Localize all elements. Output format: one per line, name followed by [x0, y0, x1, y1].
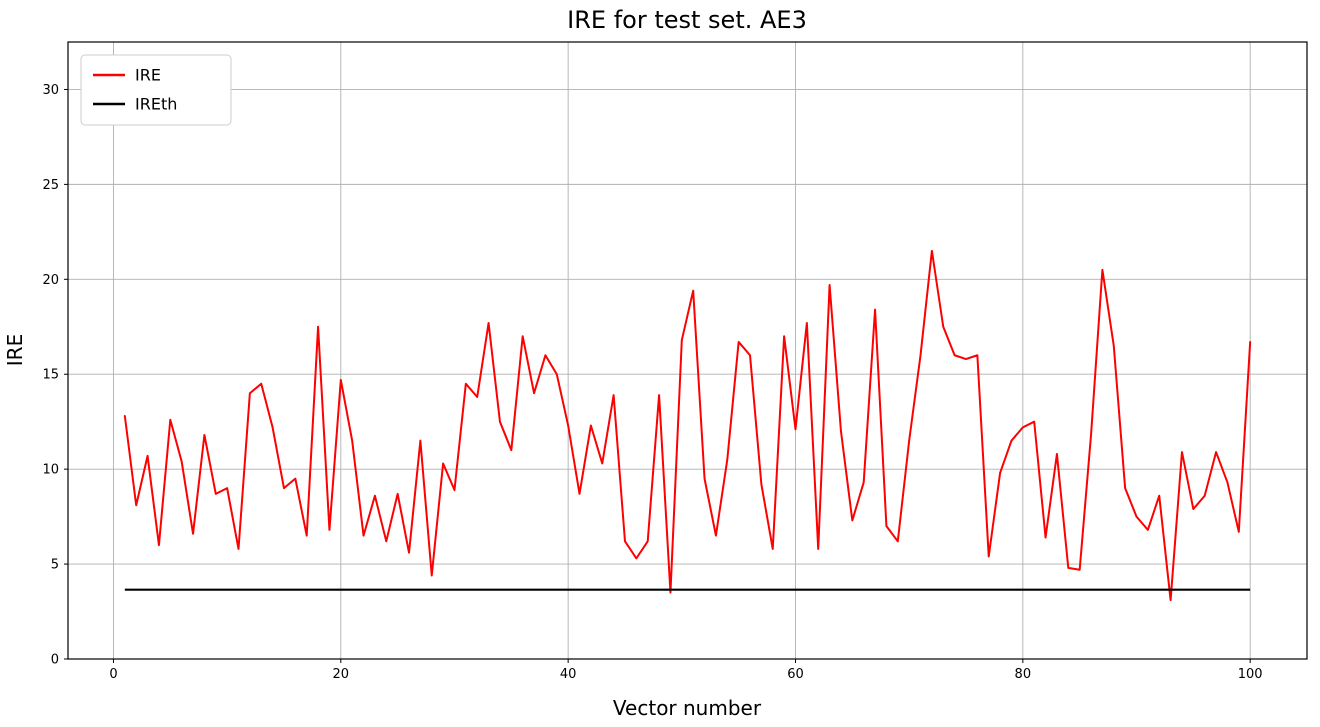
- chart-title: IRE for test set. AE3: [567, 6, 807, 34]
- x-tick-label: 0: [109, 667, 117, 682]
- y-tick-label: 30: [42, 83, 59, 98]
- axes-layer: 0 20 40 60 80 100 0 5 10 15 20 25 30: [42, 41, 1308, 682]
- y-tick-label: 10: [42, 463, 59, 478]
- y-tick-label: 5: [51, 558, 59, 573]
- legend-label-ire: IRE: [135, 66, 161, 85]
- y-tick-label: 0: [51, 653, 59, 668]
- ire-line: [123, 249, 1252, 602]
- legend-box: [80, 54, 232, 126]
- plot-border: [67, 41, 1308, 660]
- legend: IRE IREth: [80, 54, 232, 126]
- x-tick-label: 20: [333, 667, 350, 682]
- y-axis-label: IRE: [3, 334, 27, 366]
- series-layer: [123, 249, 1252, 602]
- y-tick-label: 20: [42, 273, 59, 288]
- x-tick-label: 60: [787, 667, 804, 682]
- x-tick-label: 40: [560, 667, 577, 682]
- legend-label-ireth: IREth: [135, 95, 177, 114]
- x-tick-label: 80: [1015, 667, 1032, 682]
- x-tick-label: 100: [1238, 667, 1263, 682]
- grid-layer: [68, 42, 1307, 660]
- y-tick-label: 15: [42, 368, 59, 383]
- y-tick-label: 25: [42, 178, 59, 193]
- x-axis-label: Vector number: [613, 696, 762, 720]
